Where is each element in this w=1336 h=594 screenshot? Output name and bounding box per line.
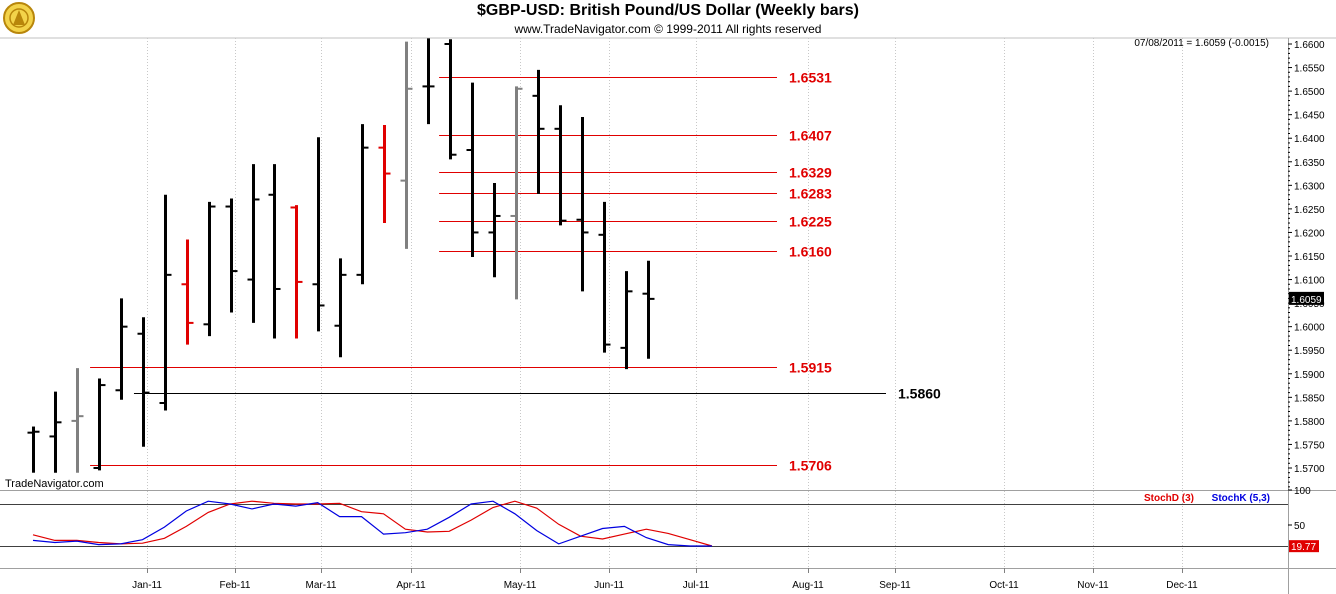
chart-header: $GBP-USD: British Pound/US Dollar (Weekl… bbox=[0, 0, 1336, 38]
y-tick-label: 1.5900 bbox=[1294, 370, 1325, 381]
ohlc-bar bbox=[71, 368, 84, 473]
ohlc-bar bbox=[137, 317, 150, 447]
x-tick-label: Oct-11 bbox=[989, 580, 1019, 591]
chart-copyright: www.TradeNavigator.com © 1999-2011 All r… bbox=[514, 22, 822, 36]
price-axis: 1.5700 1.5750 1.5800 1.5850 1.5900 1.5950 1.60… bbox=[1288, 40, 1325, 488]
price-level-label: 1.6225 bbox=[789, 214, 832, 230]
ohlc-bar bbox=[115, 298, 128, 400]
price-level-label: 1.5860 bbox=[898, 386, 941, 402]
stoch-last-value-label: 19.77 bbox=[1291, 542, 1316, 553]
x-tick-label: Apr-11 bbox=[396, 580, 426, 591]
stoch-legend-d: StochD (3) bbox=[1144, 493, 1194, 504]
ohlc-bar bbox=[181, 239, 194, 345]
stoch-legend-k: StochK (5,3) bbox=[1212, 493, 1270, 504]
date-axis: Jan-11 Feb-11 Mar-11 Apr-11 May-11 Jun-11 Jul-… bbox=[132, 568, 1198, 591]
ohlc-bar bbox=[290, 205, 303, 339]
x-tick-label: May-11 bbox=[504, 580, 537, 591]
x-tick-label: Jun-11 bbox=[594, 580, 624, 591]
ohlc-bar bbox=[488, 182, 501, 278]
y-tick-label: 1.5750 bbox=[1294, 440, 1325, 451]
y-tick-label: 1.6000 bbox=[1294, 323, 1325, 334]
ohlc-bar bbox=[378, 125, 391, 224]
y-tick-label: 1.5950 bbox=[1294, 346, 1325, 357]
ohlc-bar bbox=[444, 39, 457, 160]
price-level-label: 1.6329 bbox=[789, 165, 832, 181]
price-levels: 1.6531 1.6407 1.6329 1.6283 1.6225 1.6160 1.59… bbox=[90, 70, 941, 474]
y-tick-label: 1.6450 bbox=[1294, 111, 1325, 122]
ohlc-bar bbox=[422, 38, 435, 125]
price-level-label: 1.6407 bbox=[789, 128, 832, 144]
ohlc-bar bbox=[334, 258, 347, 358]
trade-navigator-logo-icon bbox=[3, 2, 35, 34]
x-tick-label: Dec-11 bbox=[1166, 580, 1198, 591]
ohlc-bar bbox=[576, 117, 589, 292]
x-tick-label: Jan-11 bbox=[132, 580, 162, 591]
x-tick-label: Jul-11 bbox=[683, 580, 710, 591]
ohlc-bar bbox=[554, 105, 567, 226]
ohlc-bar bbox=[27, 426, 40, 473]
y-tick-label: 1.6150 bbox=[1294, 252, 1325, 263]
y-tick-label: 1.5850 bbox=[1294, 393, 1325, 404]
stoch-last-value-box bbox=[1289, 540, 1319, 553]
price-level-label: 1.5915 bbox=[789, 360, 832, 376]
ohlc-bar bbox=[400, 41, 413, 249]
y-tick-label: 1.6100 bbox=[1294, 276, 1325, 287]
y-tick-label: 1.6400 bbox=[1294, 134, 1325, 145]
ohlc-bar bbox=[49, 391, 62, 473]
x-tick-label: Feb-11 bbox=[220, 580, 251, 591]
ohlc-bar bbox=[532, 69, 545, 194]
ohlc-bar bbox=[620, 271, 633, 370]
stochastic-panel: 100 50 StochD (3) StochK (5,3) 19.77 bbox=[0, 486, 1319, 553]
last-bar-readout: 07/08/2011 = 1.6059 (-0.0015) bbox=[1134, 38, 1269, 49]
price-level-label: 1.6531 bbox=[789, 70, 832, 86]
ohlc-bar bbox=[598, 201, 611, 353]
last-price-box bbox=[1289, 291, 1324, 305]
last-price-label: 1.6059 bbox=[1291, 295, 1322, 306]
stoch-series-line bbox=[32, 500, 713, 547]
price-level-label: 1.5706 bbox=[789, 458, 832, 474]
ohlc-bar bbox=[510, 86, 523, 300]
y-tick-label: 1.6250 bbox=[1294, 205, 1325, 216]
price-bars bbox=[27, 38, 655, 473]
y-tick-label: 1.5700 bbox=[1294, 464, 1325, 475]
y-tick-label: 1.6350 bbox=[1294, 158, 1325, 169]
y-tick-label: 1.6300 bbox=[1294, 181, 1325, 192]
y-tick-label: 1.6200 bbox=[1294, 228, 1325, 239]
watermark-text: TradeNavigator.com bbox=[5, 478, 104, 490]
price-level-label: 1.6283 bbox=[789, 186, 832, 202]
ohlc-bar bbox=[203, 201, 216, 337]
price-panel-grid bbox=[0, 37, 1336, 594]
y-tick-label: 1.6600 bbox=[1294, 40, 1325, 51]
y-tick-label: 1.5800 bbox=[1294, 417, 1325, 428]
x-tick-label: Aug-11 bbox=[792, 580, 824, 591]
x-tick-label: Mar-11 bbox=[306, 580, 337, 591]
ohlc-bar bbox=[93, 378, 106, 471]
ohlc-bar bbox=[356, 124, 369, 285]
ohlc-bar bbox=[247, 164, 260, 323]
ohlc-bar bbox=[642, 260, 655, 359]
ohlc-bar bbox=[159, 194, 172, 411]
y-tick-label: 1.6550 bbox=[1294, 64, 1325, 75]
x-tick-label: Nov-11 bbox=[1077, 580, 1109, 591]
stoch-series-line bbox=[32, 500, 712, 547]
y-tick-label: 1.6500 bbox=[1294, 87, 1325, 98]
stoch-y-tick-label: 100 bbox=[1294, 486, 1311, 497]
stoch-y-tick-label: 50 bbox=[1294, 521, 1306, 532]
ohlc-bar bbox=[312, 137, 325, 332]
chart-title: $GBP-USD: British Pound/US Dollar (Weekl… bbox=[477, 2, 859, 19]
price-level-label: 1.6160 bbox=[789, 244, 832, 260]
ohlc-bar bbox=[225, 198, 238, 313]
x-tick-label: Sep-11 bbox=[879, 580, 911, 591]
ohlc-bar bbox=[268, 164, 281, 339]
ohlc-bar bbox=[466, 82, 479, 257]
